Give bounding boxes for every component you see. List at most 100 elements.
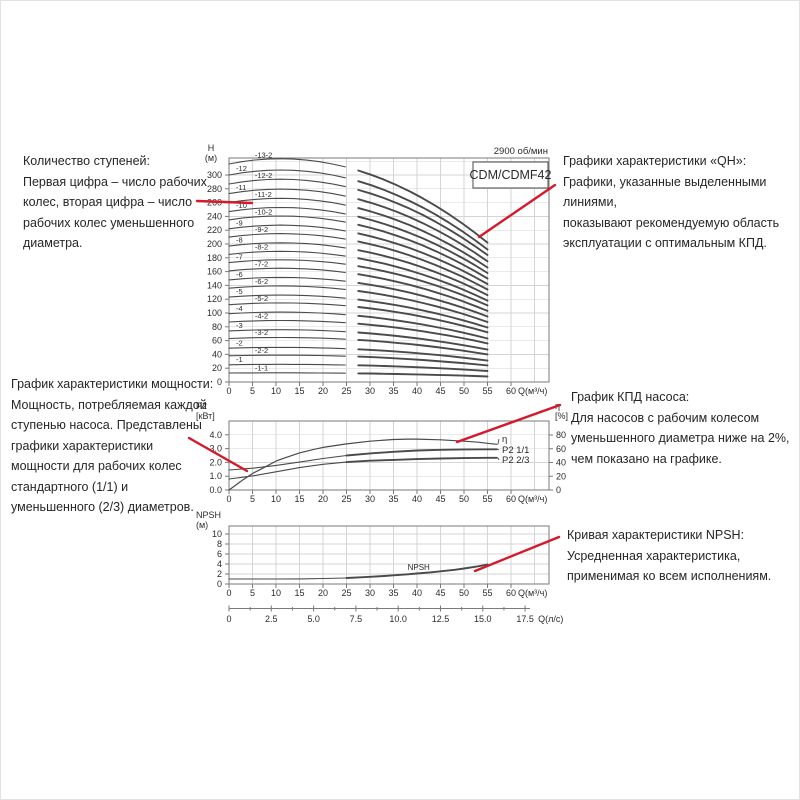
note-power-body: Мощность, потребляемая каждой ступенью н… — [11, 397, 207, 515]
curve-label--7: -7 — [236, 252, 243, 261]
x-tick-label: 45 — [435, 494, 445, 504]
y-tick-label: 40 — [212, 349, 222, 359]
x-tick-label: 5 — [250, 386, 255, 396]
lps-tick-label: 12.5 — [432, 614, 450, 624]
curve--7-bold — [357, 265, 489, 307]
x-tick-label: 15 — [294, 494, 304, 504]
y-tick-label: 140 — [207, 280, 222, 290]
y-left-tick-label: 3.0 — [209, 444, 222, 454]
series-P2-1-1-bold — [345, 448, 498, 457]
curve--4-2-normal — [228, 319, 346, 324]
x-tick-label: 50 — [459, 386, 469, 396]
series-η — [228, 438, 498, 491]
x-tick-label: 0 — [226, 494, 231, 504]
y-tick-label: 220 — [207, 225, 222, 235]
lps-tick-label: 2.5 — [265, 614, 278, 624]
x-tick-label: 15 — [294, 588, 304, 598]
x-tick-label: 40 — [412, 386, 422, 396]
y-tick-label: 4 — [217, 559, 222, 569]
curve--8-bold — [357, 249, 489, 297]
x-tick-label: 10 — [271, 494, 281, 504]
x-tick-label: 25 — [341, 386, 351, 396]
curve-label--4-2: -4-2 — [255, 311, 268, 320]
y-left-tick-label: 0.0 — [209, 485, 222, 495]
lps-tick-label: 7.5 — [350, 614, 363, 624]
curve--1-normal — [228, 363, 346, 366]
qh-plot-border — [228, 157, 550, 383]
curve--1-1-bold — [357, 372, 489, 378]
series-label-NPSH: NPSH — [408, 563, 430, 572]
curve-label--10-2: -10-2 — [255, 207, 273, 216]
y-tick-label: 300 — [207, 170, 222, 180]
model-badge-label: CDM/CDMF42 — [470, 168, 552, 182]
curve--13-2-normal — [228, 158, 346, 168]
x-tick-label: 30 — [365, 588, 375, 598]
rpm-label: 2900 об/мин — [494, 146, 548, 157]
qh-chart: 0 5 10 15 20 25 30 35 40 45 50 55 60 0 20 40 60 80 100 120 1… — [205, 143, 552, 396]
y-right-tick-label: 60 — [556, 444, 566, 454]
curve--10-2-normal — [228, 215, 346, 223]
series-label-leader — [497, 457, 500, 461]
curve-label--1: -1 — [236, 355, 243, 364]
y-left-axis-title: P2 — [196, 401, 207, 411]
x-tick-label: 25 — [341, 588, 351, 598]
curve--7-normal — [228, 259, 346, 265]
y-tick-label: 0 — [217, 377, 222, 387]
curve--9-normal — [228, 224, 346, 232]
curve-label--13-2: -13-2 — [255, 151, 273, 160]
note-qh: Графики характеристики «QH»: Графики, ук… — [563, 151, 799, 254]
note-qh-body: Графики, указанные выделенными линиями, … — [563, 174, 780, 251]
curve--5-bold — [357, 298, 489, 329]
x-tick-label: 35 — [388, 588, 398, 598]
x-tick-label: 35 — [388, 386, 398, 396]
series-label-leader — [497, 438, 500, 445]
curve-label--2: -2 — [236, 338, 243, 347]
x-axis-title: Q(м³/ч) — [518, 588, 547, 598]
x-tick-label: 40 — [412, 588, 422, 598]
x-axis-title: Q(м³/ч) — [518, 386, 547, 396]
curve-label--8-2: -8-2 — [255, 243, 268, 252]
note-efficiency-title: График КПД насоса: — [571, 390, 690, 404]
curve--4-2-bold — [357, 322, 489, 345]
qh-curves: -13-2 -12 -12-2 -11 -11-2 -10 -10-2 -9 -9-2 -8 -8-… — [228, 151, 489, 378]
curve--11-2-bold — [357, 207, 489, 269]
curve--6-2-normal — [228, 285, 346, 290]
y-tick-label: 20 — [212, 363, 222, 373]
y-left-axis-title: [кВт] — [196, 411, 215, 421]
series-P2-1-1-normal — [228, 454, 348, 471]
curve--12-normal — [228, 169, 346, 179]
curve--7-2-normal — [228, 267, 346, 273]
curve-label--7-2: -7-2 — [255, 259, 268, 268]
curve-label--3: -3 — [236, 321, 243, 330]
y-tick-label: 280 — [207, 184, 222, 194]
x-tick-label: 20 — [318, 588, 328, 598]
x-tick-label: 20 — [318, 386, 328, 396]
y-tick-label: 200 — [207, 239, 222, 249]
y-tick-label: 120 — [207, 294, 222, 304]
y-tick-label: 80 — [212, 322, 222, 332]
curve--11-bold — [357, 198, 489, 263]
series-P2-2-3-bold — [345, 456, 498, 464]
note-power: График характеристики мощности: Мощность… — [11, 374, 216, 518]
curve-label--6: -6 — [236, 270, 243, 279]
p2-grid — [229, 421, 549, 490]
series-NPSH-normal — [228, 577, 348, 580]
y-left-tick-label: 4.0 — [209, 430, 222, 440]
series-label-η: η — [502, 434, 507, 445]
curve--3-bold — [357, 331, 489, 351]
curve-label--2-2: -2-2 — [255, 346, 268, 355]
curve--10-bold — [357, 215, 489, 274]
curve-label--5-2: -5-2 — [255, 294, 268, 303]
y-right-tick-label: 80 — [556, 430, 566, 440]
curve--10-2-bold — [357, 223, 489, 280]
series-NPSH-bold — [345, 563, 489, 579]
lps-tick-label: 0 — [226, 614, 231, 624]
curve--5-2-normal — [228, 302, 346, 307]
x-tick-label: 10 — [271, 386, 281, 396]
x-tick-label: 30 — [365, 494, 375, 504]
curve-label--9-2: -9-2 — [255, 225, 268, 234]
curve--3-normal — [228, 329, 346, 333]
x-tick-label: 10 — [271, 588, 281, 598]
note-efficiency-body: Для насосов с рабочим колесом уменьшенно… — [571, 410, 790, 466]
